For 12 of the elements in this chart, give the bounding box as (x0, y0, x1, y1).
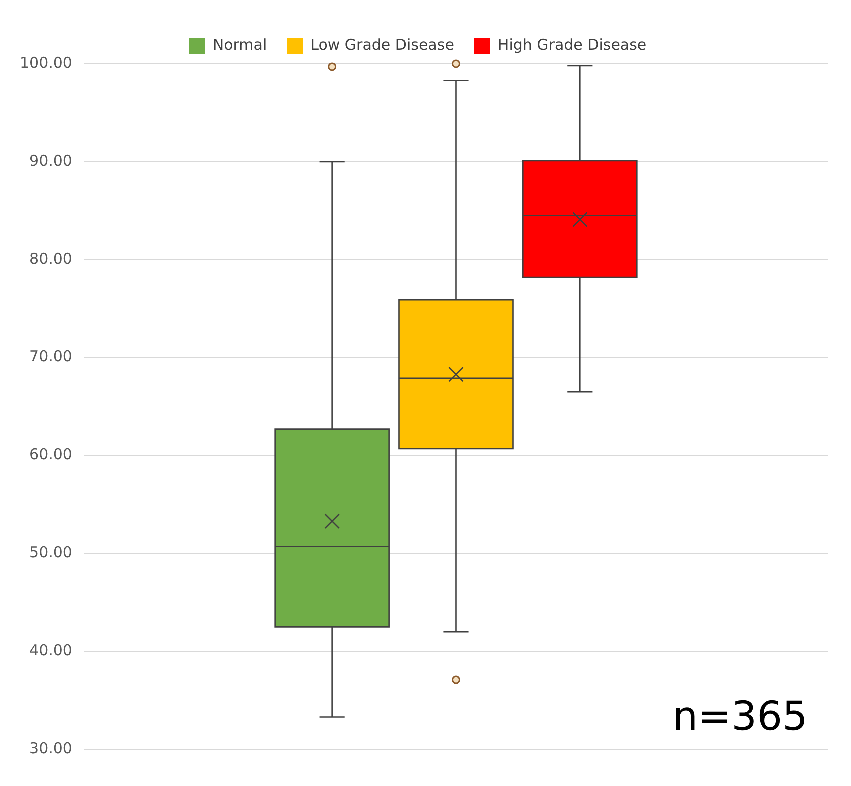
y-tick-label: 50.00 (30, 544, 72, 562)
y-tick-label: 40.00 (30, 642, 72, 660)
legend-label: High Grade Disease (498, 36, 647, 54)
y-tick-label: 30.00 (30, 739, 72, 758)
annotation: n=365 (672, 694, 808, 740)
y-tick-label: 60.00 (30, 446, 72, 464)
legend-label: Low Grade Disease (310, 36, 454, 54)
y-tick-label: 100.00 (20, 54, 72, 72)
y-tick-label: 80.00 (30, 250, 72, 268)
y-tick-label: 70.00 (30, 348, 72, 366)
legend-label: Normal (212, 36, 268, 54)
y-tick-label: 90.00 (30, 152, 72, 170)
